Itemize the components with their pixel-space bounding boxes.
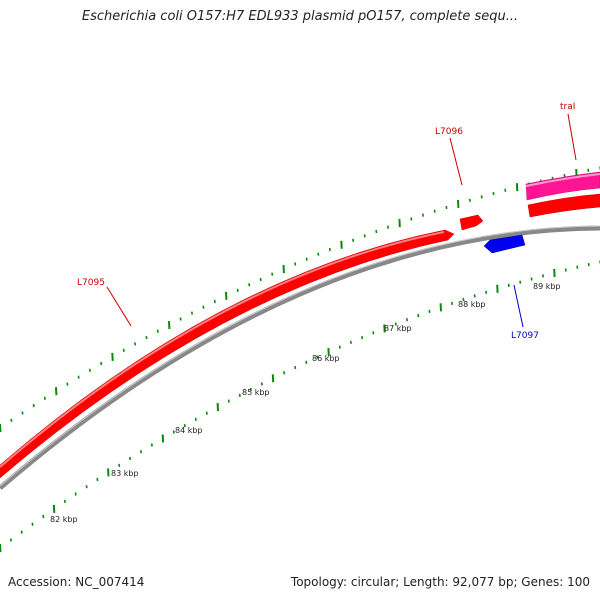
gene-L7097-arrow[interactable] xyxy=(483,234,526,254)
gene-L7095-leader xyxy=(106,286,132,327)
gene-L7095-arrow[interactable] xyxy=(0,229,455,479)
gene-L7096-arrow[interactable] xyxy=(459,214,484,231)
backbone-highlight xyxy=(0,225,600,487)
tick-label-84: 84 kbp xyxy=(175,426,203,435)
gene-traI-highlight xyxy=(525,173,600,187)
backbone-arc xyxy=(0,225,600,490)
tick-label-87: 87 kbp xyxy=(384,324,412,333)
tick-label-83: 83 kbp xyxy=(111,469,139,478)
gene-label-L7097[interactable]: L7097 xyxy=(511,331,539,341)
minor-tick-marks xyxy=(9,166,600,542)
gene-label-L7095[interactable]: L7095 xyxy=(77,278,105,288)
gene-traI-leader xyxy=(567,113,577,161)
gene-L7097-leader xyxy=(513,284,524,328)
gene-label-traI[interactable]: traI xyxy=(560,102,575,112)
tick-label-88: 88 kbp xyxy=(458,300,486,309)
gene-traI-red-arrow[interactable] xyxy=(527,193,600,218)
accession-label: Accession: NC_007414 xyxy=(8,575,145,589)
gene-label-L7096[interactable]: L7096 xyxy=(435,127,463,137)
gene-traI-arrow[interactable] xyxy=(525,171,600,201)
map-summary: Topology: circular; Length: 92,077 bp; G… xyxy=(290,575,590,589)
tick-label-85: 85 kbp xyxy=(242,388,270,397)
map-title: Escherichia coli O157:H7 EDL933 plasmid … xyxy=(81,9,519,24)
tick-label-82: 82 kbp xyxy=(50,515,78,524)
gene-L7096-leader xyxy=(449,137,463,186)
tick-label-89: 89 kbp xyxy=(533,282,561,291)
tick-label-86: 86 kbp xyxy=(312,354,340,363)
major-tick-marks xyxy=(0,168,578,553)
gene-L7095-highlight xyxy=(0,231,445,468)
